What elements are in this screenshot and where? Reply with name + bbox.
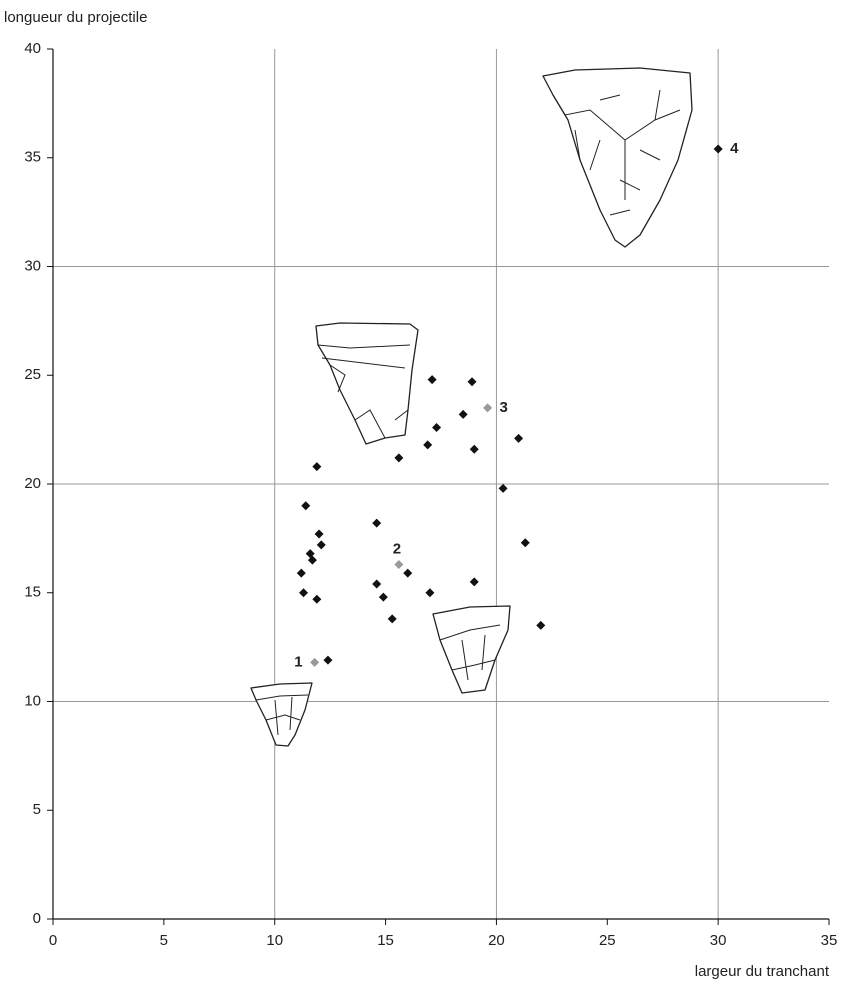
grid xyxy=(53,49,829,919)
point xyxy=(296,568,306,578)
y-axis-title: longueur du projectile xyxy=(4,9,147,26)
point-label: 1 xyxy=(294,653,302,670)
y-tick-label: 0 xyxy=(33,910,41,927)
x-tick-label: 5 xyxy=(160,932,168,949)
axes xyxy=(47,48,830,925)
point-label: 3 xyxy=(500,399,508,416)
point-label: 2 xyxy=(393,540,401,557)
point xyxy=(713,144,723,154)
point xyxy=(312,594,322,604)
point xyxy=(394,559,404,569)
point xyxy=(372,518,382,528)
x-tick-label: 10 xyxy=(266,932,283,949)
point xyxy=(312,462,322,472)
x-tick-label: 30 xyxy=(710,932,727,949)
point xyxy=(299,588,309,598)
point xyxy=(403,568,413,578)
point xyxy=(423,440,433,450)
point xyxy=(432,422,442,432)
point xyxy=(314,529,324,539)
y-tick-label: 10 xyxy=(24,692,41,709)
y-tick-label: 35 xyxy=(24,149,41,166)
point xyxy=(425,588,435,598)
lithic-small-right xyxy=(432,605,511,694)
point xyxy=(394,453,404,463)
point xyxy=(536,620,546,630)
point xyxy=(301,501,311,511)
y-tick-label: 20 xyxy=(24,475,41,492)
x-tick-label: 25 xyxy=(599,932,616,949)
point-label: 4 xyxy=(730,140,739,157)
point xyxy=(316,540,326,550)
lithic-small-left xyxy=(250,682,313,747)
y-tick-label: 40 xyxy=(24,40,41,57)
x-tick-label: 0 xyxy=(49,932,57,949)
y-tick-label: 30 xyxy=(24,257,41,274)
lithic-medium xyxy=(315,322,419,445)
point xyxy=(372,579,382,589)
point xyxy=(514,433,524,443)
y-tick-label: 25 xyxy=(24,366,41,383)
lithic-large xyxy=(542,67,693,248)
point xyxy=(310,657,320,667)
x-tick-label: 35 xyxy=(821,932,838,949)
point xyxy=(307,555,317,565)
point xyxy=(498,483,508,493)
point xyxy=(469,444,479,454)
point xyxy=(467,377,477,387)
y-tick-label: 15 xyxy=(24,584,41,601)
y-tick-label: 5 xyxy=(33,801,41,818)
point xyxy=(469,577,479,587)
point xyxy=(323,655,333,665)
x-tick-label: 20 xyxy=(488,932,505,949)
point xyxy=(458,409,468,419)
point xyxy=(483,403,493,413)
point xyxy=(427,375,437,385)
point xyxy=(378,592,388,602)
x-tick-label: 15 xyxy=(377,932,394,949)
point xyxy=(387,614,397,624)
x-axis-title: largeur du tranchant xyxy=(695,963,830,980)
lithic-drawings xyxy=(250,67,693,747)
point xyxy=(520,538,530,548)
